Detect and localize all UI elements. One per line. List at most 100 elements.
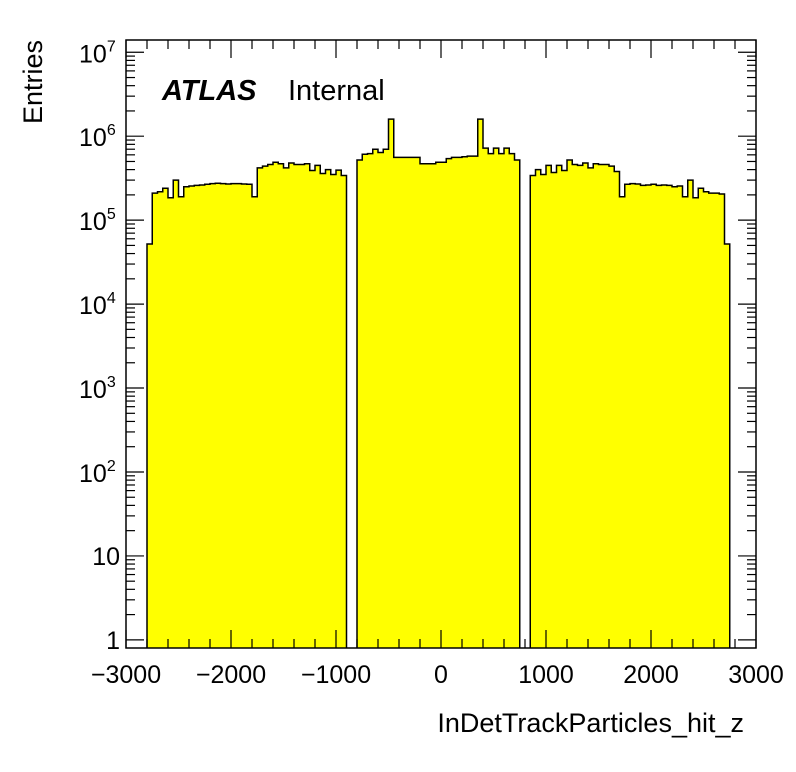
y-tick-label: 104 [79, 290, 116, 320]
histogram-bin [199, 185, 206, 649]
histogram-bin [236, 183, 242, 648]
y-tick-label: 103 [79, 374, 116, 404]
histogram-bin [703, 191, 710, 648]
histogram-bin [672, 186, 678, 648]
y-axis-title: Entries [18, 40, 48, 124]
histogram-bin [656, 185, 662, 649]
histogram-bin [241, 183, 248, 649]
histogram-bin [577, 165, 584, 648]
histogram-bin [666, 185, 673, 649]
atlas-internal-label: Internal [288, 75, 385, 107]
histogram-bin [441, 162, 447, 648]
histogram-bin [546, 165, 552, 648]
histogram-bin [178, 196, 185, 648]
histogram-bin [315, 165, 321, 648]
histogram-bin [572, 164, 578, 648]
histogram-bin [220, 183, 227, 648]
y-tick-label: 102 [79, 458, 116, 488]
histogram-bin [173, 180, 179, 648]
histogram-bin [588, 167, 594, 648]
histogram-bin [504, 148, 510, 649]
histogram-bin [630, 183, 636, 648]
histogram-bin [603, 164, 610, 648]
histogram-bin [231, 183, 237, 648]
histogram-bin [567, 160, 573, 648]
histogram-bin [698, 188, 704, 648]
histogram-bin [561, 170, 568, 648]
x-tick-labels: −3000 −2000 −1000 0 1000 2000 3000 [91, 661, 784, 689]
y-tick-labels: 1 10 102 103 104 105 106 107 [79, 38, 120, 655]
histogram-bars [147, 119, 731, 649]
histogram-bin [215, 183, 221, 649]
histogram-bin [246, 184, 253, 648]
y-tick-label: 105 [79, 206, 116, 236]
histogram-bin [619, 196, 626, 648]
histogram-bin [498, 153, 505, 649]
histogram-bin [267, 164, 274, 648]
histogram-bin [336, 170, 342, 648]
histogram-bin [488, 153, 494, 649]
histogram-bin [210, 183, 216, 648]
histogram-bin [462, 156, 468, 648]
histogram-bin [388, 119, 395, 648]
x-axis-title: InDetTrackParticles_hit_z [437, 708, 744, 738]
histogram-bin [719, 193, 725, 648]
histogram-bin [456, 157, 463, 648]
histogram-bin [420, 163, 426, 648]
histogram-bin [425, 163, 431, 648]
histogram-bin [645, 185, 652, 649]
histogram-bin [624, 184, 631, 648]
histogram-bin [582, 162, 589, 648]
histogram-bin [609, 166, 615, 648]
histogram-bin [183, 186, 190, 648]
histogram-bin [225, 183, 232, 649]
histogram-bin [367, 153, 374, 649]
axis-ticks [125, 40, 757, 648]
histogram-bin [540, 174, 547, 648]
y-tick-label: 1 [106, 627, 120, 655]
histogram-bin [399, 157, 405, 648]
histogram-bin [682, 196, 689, 648]
histogram-bin [288, 162, 295, 648]
histogram-bin [677, 186, 683, 648]
histogram-bin [157, 191, 164, 648]
histogram-bin [509, 153, 515, 649]
histogram-bin [556, 165, 563, 648]
histogram-bin [409, 157, 416, 648]
histogram-bin [451, 157, 458, 648]
histogram-bin [404, 157, 410, 648]
histogram-bin [147, 243, 153, 649]
histogram-bin [661, 185, 668, 649]
histogram-bin [383, 149, 389, 648]
histogram-bin [614, 171, 620, 648]
histogram-bin [304, 163, 311, 648]
histogram-bin [651, 184, 657, 648]
histogram-bin [378, 152, 384, 648]
histogram-bin [325, 169, 332, 648]
histogram-bin [194, 185, 200, 649]
histogram-bin [309, 170, 316, 648]
histogram-bin [708, 193, 715, 649]
histogram-outline [146, 118, 731, 648]
histogram-bin [204, 184, 211, 648]
histogram-bin [483, 148, 489, 649]
histogram-bin [472, 156, 479, 648]
histogram-bin [283, 167, 290, 648]
x-tick-label: −2000 [196, 661, 266, 689]
y-tick-label: 106 [79, 122, 116, 152]
histogram-bin [693, 197, 699, 649]
x-tick-label: −3000 [91, 661, 161, 689]
histogram-bin [467, 156, 473, 648]
histogram-bin [372, 149, 379, 648]
histogram-bin [257, 167, 263, 648]
histogram-bin [152, 193, 158, 649]
histogram-bin [357, 160, 363, 648]
histogram-bin [514, 160, 521, 648]
histogram-bin [635, 183, 641, 649]
histogram-bin [714, 193, 720, 649]
histogram-bin [273, 162, 279, 648]
histogram-bin [299, 164, 305, 648]
histogram-bin [168, 197, 174, 649]
histogram-bin [294, 164, 300, 648]
x-tick-label: 2000 [623, 661, 679, 689]
